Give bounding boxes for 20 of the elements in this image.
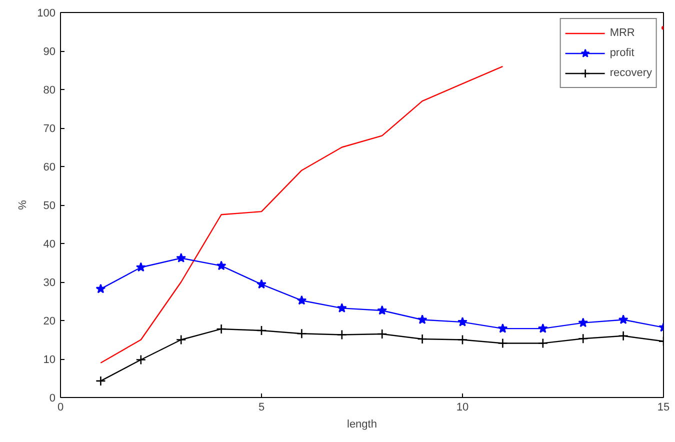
y-tick-label: 50 (43, 200, 56, 212)
x-tick-label: 15 (657, 402, 670, 414)
legend-label: MRR (610, 27, 635, 39)
y-tick-label: 80 (43, 84, 56, 96)
y-axis-title: % (17, 200, 30, 210)
y-tick-label: 70 (43, 123, 56, 135)
y-tick-label: 10 (43, 354, 56, 366)
x-tick-label: 5 (258, 402, 265, 414)
legend-label: recovery (610, 67, 652, 79)
y-tick-label: 60 (43, 162, 56, 174)
x-tick-label: 10 (456, 402, 469, 414)
y-tick-label: 0 (49, 392, 56, 404)
x-tick-label: 0 (57, 402, 64, 414)
y-tick-label: 90 (43, 46, 56, 58)
y-tick-label: 20 (43, 316, 56, 328)
y-tick-label: 40 (43, 238, 56, 250)
y-tick-label: 30 (43, 277, 56, 289)
y-tick-label: 100 (37, 8, 56, 20)
legend-label: profit (610, 47, 634, 59)
x-axis-title: length (347, 418, 377, 430)
